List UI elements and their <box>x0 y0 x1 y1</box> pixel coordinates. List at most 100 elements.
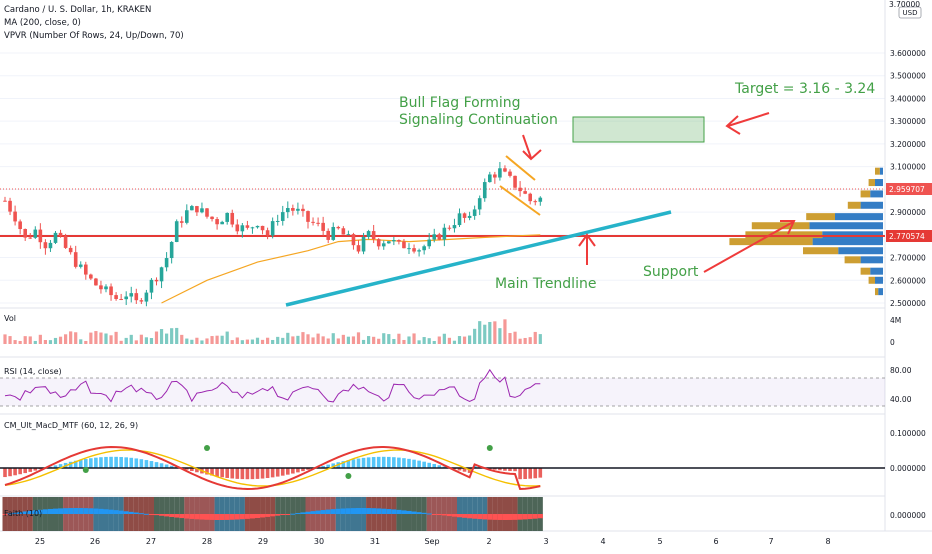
time-axis[interactable]: 25 26 27 28 29 30 31 Sep 2 3 4 5 6 7 8 <box>35 537 831 546</box>
ma-legend[interactable]: MA (200, close, 0) <box>4 18 81 28</box>
faith-bar <box>290 513 296 515</box>
faith-bar <box>512 514 518 520</box>
candle-body <box>205 208 209 217</box>
candle-body <box>200 208 204 213</box>
candle-body <box>149 279 154 293</box>
macd-hist-bar <box>306 468 310 470</box>
candle-body <box>508 171 512 176</box>
volume-bar <box>503 319 507 344</box>
candle-body <box>326 230 330 240</box>
support-price-label: 2.770574 <box>889 232 925 241</box>
volume-bar <box>286 332 290 344</box>
volume-bar <box>109 335 113 344</box>
volume-bar <box>356 332 361 344</box>
candle-body <box>477 198 482 210</box>
support-price-badge <box>886 230 932 242</box>
faith-bar <box>73 508 79 514</box>
volume-bar <box>225 331 229 344</box>
volume-bar <box>154 331 159 344</box>
faith-bar <box>118 510 124 514</box>
candle-body <box>38 229 43 243</box>
macd-hist-bar <box>159 463 164 468</box>
volume-bar <box>301 332 305 344</box>
macd-hist-bar <box>28 468 33 472</box>
macd-hist-bar <box>472 466 477 468</box>
candle-body <box>235 224 240 232</box>
candle-body <box>291 208 295 211</box>
time-tick-label: 27 <box>146 537 156 546</box>
faith-bar <box>472 514 478 519</box>
faith-bar <box>103 509 109 514</box>
flag-arrow-head <box>522 149 542 161</box>
faith-bar <box>219 514 225 520</box>
volume-bar <box>250 339 255 344</box>
volume-bar <box>321 336 325 344</box>
candle-body <box>336 226 341 229</box>
candle-body <box>275 220 280 222</box>
candle-body <box>493 174 497 178</box>
faith-bar <box>68 508 74 514</box>
flag-upper-line[interactable] <box>505 155 536 181</box>
macd-cross-dot <box>204 445 210 451</box>
macd-hist-bar <box>3 468 7 478</box>
macd-hist-bar <box>245 468 250 480</box>
faith-bar <box>42 509 48 514</box>
faith-bar <box>406 510 412 514</box>
flag-lower-line[interactable] <box>499 185 541 216</box>
macd-hist-bar <box>154 462 159 468</box>
candle-body <box>240 225 245 232</box>
faith-label[interactable]: Faith (10) <box>4 509 42 518</box>
candle-body <box>402 241 406 249</box>
volume-bar <box>48 340 53 344</box>
candle-body <box>53 232 58 243</box>
candle-body <box>164 258 169 268</box>
faith-bar <box>532 514 538 519</box>
main-trendline[interactable] <box>285 210 672 307</box>
faith-bar <box>340 508 346 514</box>
faith-bar <box>47 508 53 514</box>
faith-bar <box>17 512 23 514</box>
volume-bar <box>18 340 22 344</box>
faith-bar <box>255 514 261 518</box>
faith-bar <box>53 508 59 514</box>
currency-badge[interactable] <box>898 6 922 19</box>
candle-body <box>94 278 98 286</box>
macd-hist-bar <box>23 468 27 474</box>
volume-bar <box>377 338 381 344</box>
support-arrow-head <box>780 220 796 235</box>
macd-hist-bar <box>523 468 527 480</box>
volume-bar <box>281 337 285 344</box>
macd-hist-bar <box>528 468 532 479</box>
symbol-title[interactable]: Cardano / U. S. Dollar, 1h, KRAKEN <box>4 5 151 15</box>
macd-hist-bar <box>513 468 517 472</box>
volume-bar <box>528 337 532 344</box>
target-zone-box <box>572 116 705 143</box>
volume-bars <box>3 319 542 344</box>
volume-label[interactable]: Vol <box>4 314 16 323</box>
volume-bar <box>457 336 462 344</box>
macd-hist-bar <box>195 468 199 473</box>
candle-body <box>286 208 290 213</box>
rsi-label[interactable]: RSI (14, close) <box>4 367 62 376</box>
macd-label[interactable]: CM_Ult_MacD_MTF (60, 12, 26, 9) <box>4 421 138 430</box>
vpvr-down-bar <box>868 179 875 187</box>
candle-body <box>301 208 305 212</box>
volume-bar <box>397 333 401 344</box>
volume-bar <box>114 331 118 344</box>
candle-body <box>432 234 437 240</box>
volume-bar <box>28 336 32 344</box>
volume-bar <box>276 336 280 344</box>
faith-bar <box>154 514 160 516</box>
candle-body <box>28 237 33 239</box>
faith-bar <box>98 508 104 514</box>
vpvr-up-bar <box>878 288 883 296</box>
price-tick-label: 2.700000 <box>890 254 926 263</box>
volume-bar <box>89 332 93 344</box>
vpvr-legend[interactable]: VPVR (Number Of Rows, 24, Up/Down, 70) <box>4 31 184 41</box>
target-arrow <box>727 112 770 127</box>
vpvr-down-bar <box>875 167 880 175</box>
faith-bar <box>265 514 271 517</box>
candle-body <box>109 286 113 296</box>
volume-tick-0: 0 <box>890 338 895 347</box>
